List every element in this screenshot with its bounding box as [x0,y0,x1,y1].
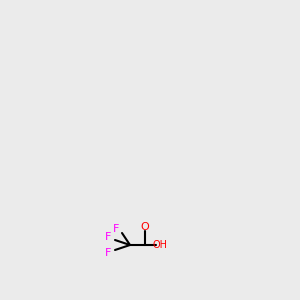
Text: F: F [105,232,111,242]
Text: O: O [141,222,149,232]
Text: F: F [113,224,119,234]
Text: F: F [105,248,111,258]
Text: OH: OH [152,240,167,250]
